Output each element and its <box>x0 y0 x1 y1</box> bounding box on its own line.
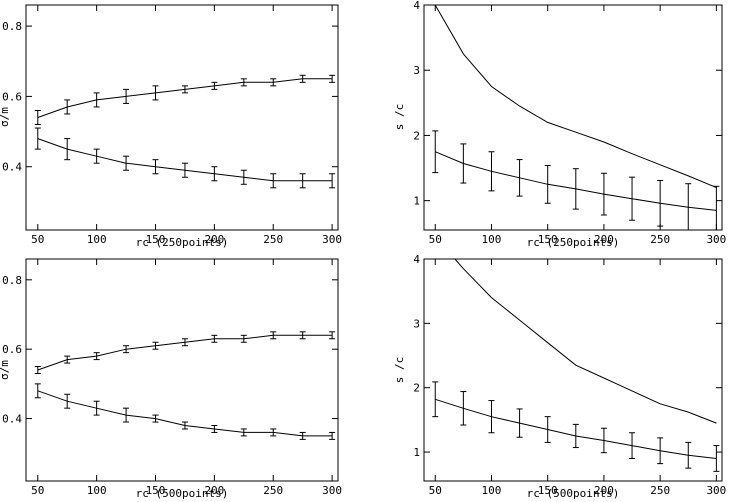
x-tick-label: 50 <box>429 484 442 497</box>
x-tick-label: 200 <box>204 484 224 497</box>
y-tick-label: 3 <box>413 64 420 77</box>
x-tick-label: 250 <box>263 484 283 497</box>
x-tick-label: 300 <box>706 484 726 497</box>
panel-1: 50 100 150 200 250 300 0.4 0.6 0.8 rc (250points)… <box>0 4 342 249</box>
x-tick-label: 50 <box>429 233 442 246</box>
series-line-1 <box>37 78 333 118</box>
y-axis-label: s /c <box>393 104 406 131</box>
x-tick-label: 50 <box>31 484 44 497</box>
y-axis-label: σ/m <box>0 107 11 127</box>
y-tick-label: 0.6 <box>2 343 22 356</box>
series-line-1 <box>434 5 717 189</box>
x-tick-label: 150 <box>538 484 558 497</box>
x-tick-label: 250 <box>650 484 670 497</box>
y-tick-label: 3 <box>413 317 420 330</box>
y-tick-label: 1 <box>413 195 420 208</box>
x-tick-label: 100 <box>87 484 107 497</box>
y-tick-label: 2 <box>413 382 420 395</box>
y-axis-label: σ/m <box>0 360 11 380</box>
x-tick-label: 150 <box>538 233 558 246</box>
series-group <box>432 259 720 472</box>
x-axis-label: rc (250points) <box>136 236 229 249</box>
series-group <box>432 5 720 230</box>
series-line-1 <box>454 259 717 424</box>
x-tick-label: 200 <box>594 233 614 246</box>
y-tick-label: 1 <box>413 446 420 459</box>
series-group <box>34 74 336 189</box>
x-axis-label: rc (500points) <box>136 487 229 500</box>
y-tick-label: 2 <box>413 129 420 142</box>
x-tick-label: 300 <box>322 233 342 246</box>
y-tick-label: 0.4 <box>2 161 22 174</box>
x-tick-label: 150 <box>146 233 166 246</box>
x-tick-label: 100 <box>482 484 502 497</box>
y-tick-label: 0.6 <box>2 90 22 103</box>
x-tick-label: 100 <box>482 233 502 246</box>
y-tick-label: 4 <box>413 253 420 266</box>
x-axis-label: rc (250points) <box>527 236 620 249</box>
x-axis-label: rc (500points) <box>527 487 620 500</box>
x-tick-label: 200 <box>594 484 614 497</box>
x-tick-label: 100 <box>87 233 107 246</box>
y-tick-label: 0.8 <box>2 274 22 287</box>
plot-frame <box>25 4 339 231</box>
x-tick-label: 250 <box>263 233 283 246</box>
panel-4: 50 100 150 200 250 300 1 2 3 4 rc (500points) s /c <box>393 253 726 500</box>
panel-3: 50 100 150 200 250 300 0.4 0.6 0.8 rc (500points)… <box>0 258 342 500</box>
plot-frame <box>25 258 339 482</box>
panel-2: 50 100 150 200 250 300 1 2 3 4 rc (250points) s /c <box>393 0 726 249</box>
plot-frame <box>423 4 723 231</box>
x-tick-label: 200 <box>204 233 224 246</box>
y-tick-label: 4 <box>413 0 420 12</box>
x-tick-label: 150 <box>146 484 166 497</box>
series-group <box>34 331 336 440</box>
plot-frame <box>423 258 723 482</box>
y-tick-label: 0.4 <box>2 413 22 426</box>
x-tick-label: 50 <box>31 233 44 246</box>
x-tick-label: 300 <box>706 233 726 246</box>
y-tick-label: 0.8 <box>2 20 22 33</box>
y-axis-label: s /c <box>393 357 406 384</box>
x-tick-label: 300 <box>322 484 342 497</box>
x-tick-label: 250 <box>650 233 670 246</box>
